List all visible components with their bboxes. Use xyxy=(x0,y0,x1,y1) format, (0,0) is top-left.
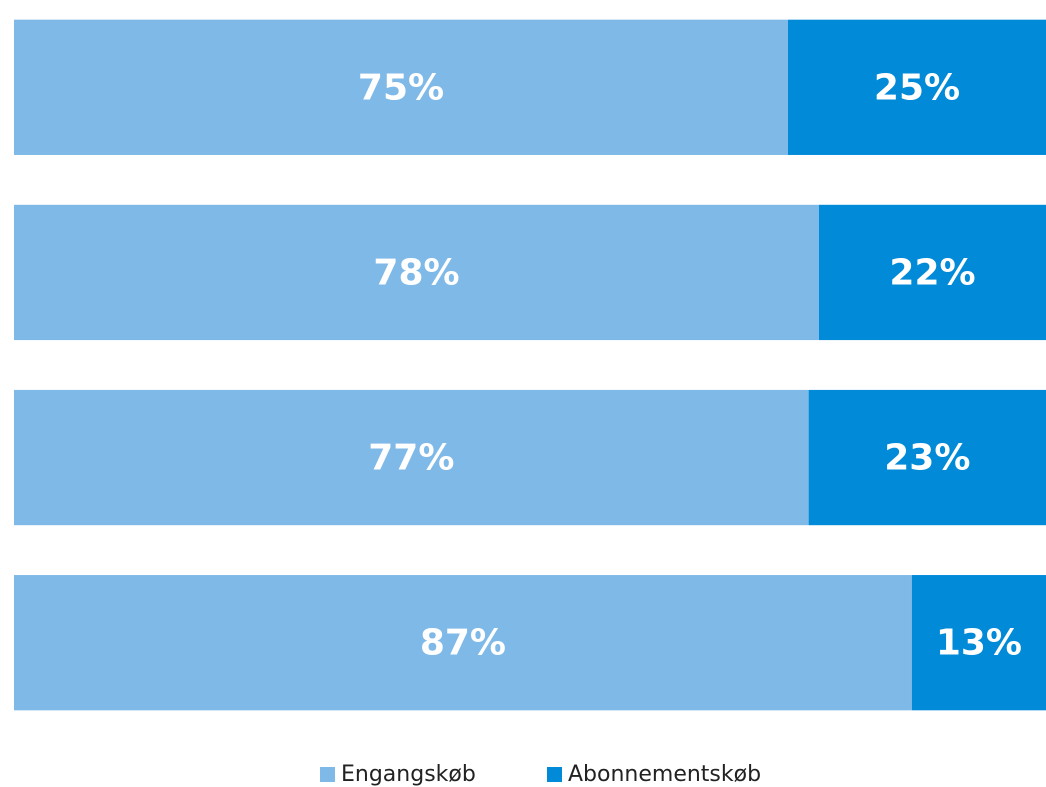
value-label: 22% xyxy=(889,252,975,293)
bar-segment xyxy=(788,19,1046,155)
value-label: 25% xyxy=(874,67,960,108)
bar-segment xyxy=(911,575,1046,711)
value-label: 78% xyxy=(373,252,459,293)
value-label: 87% xyxy=(420,623,506,664)
value-label: 75% xyxy=(358,67,444,108)
legend-label: Engangskøb xyxy=(341,762,476,787)
bar-segment xyxy=(14,389,809,526)
value-label: 13% xyxy=(936,623,1022,664)
bar-segment xyxy=(818,204,1046,341)
bar-segment xyxy=(14,19,788,155)
bar-segment xyxy=(808,389,1046,526)
value-label: 23% xyxy=(884,438,970,479)
value-label: 77% xyxy=(368,438,454,479)
bar-segment xyxy=(14,204,819,341)
legend-swatch xyxy=(320,767,335,782)
bar-segment xyxy=(14,575,912,711)
legend-swatch xyxy=(547,767,562,782)
legend-label: Abonnementskøb xyxy=(568,762,761,787)
